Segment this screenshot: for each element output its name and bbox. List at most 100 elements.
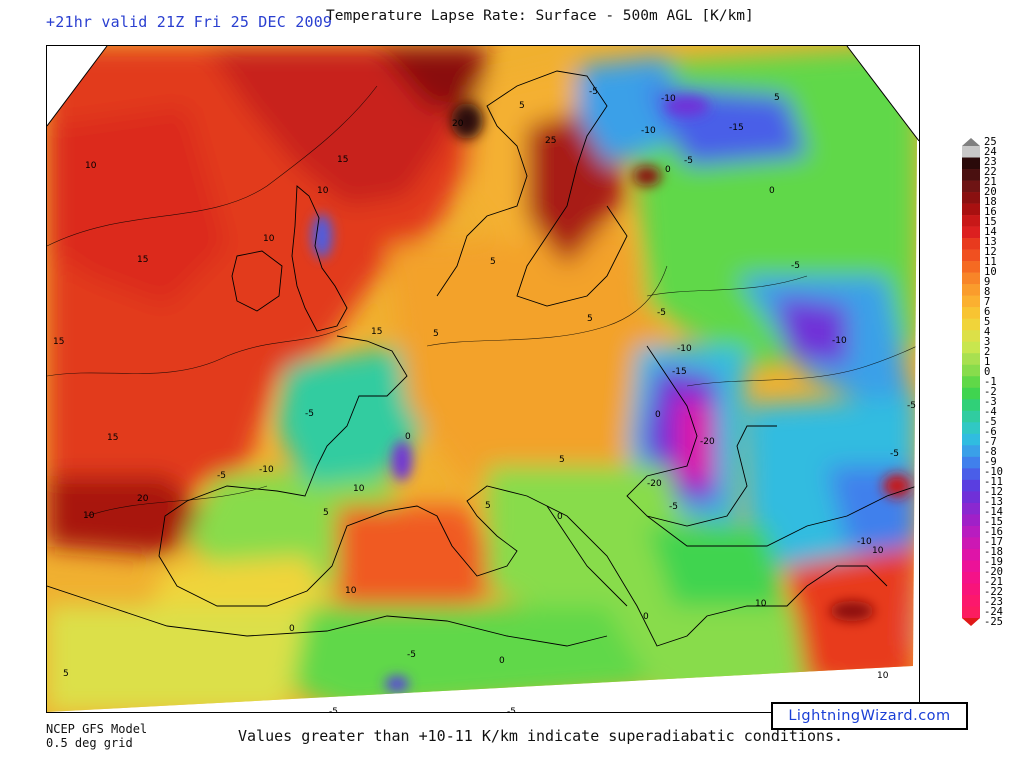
contour-label: 15 <box>337 155 348 165</box>
contour-label: -10 <box>641 126 656 136</box>
colorbar-label: -2 <box>984 386 997 398</box>
colorbar-label: -8 <box>984 446 997 458</box>
colorbar-label: -21 <box>984 576 1003 588</box>
contour-label: 5 <box>587 314 593 324</box>
colorbar-swatch <box>962 295 980 308</box>
contour-label: -10 <box>832 336 847 346</box>
colorbar-label: -7 <box>984 436 997 448</box>
colorbar-swatch <box>962 468 980 481</box>
colorbar-label: 0 <box>984 366 991 378</box>
contour-label: 10 <box>877 671 889 681</box>
colorbar-label: -20 <box>984 566 1003 578</box>
chart-title: Temperature Lapse Rate: Surface - 500m A… <box>326 8 754 24</box>
contour-label: -5 <box>589 87 598 97</box>
colorbar-swatch <box>962 272 980 285</box>
colorbar-swatch <box>962 387 980 400</box>
contour-label: 10 <box>872 546 884 556</box>
contour-label: 10 <box>345 586 357 596</box>
contour-labels: 10 15 15 15 15 20 10 20 25 5 -5 -10 -15 -10 -5 0 5 0 -5 -5 -… <box>53 87 916 712</box>
contour-label: 0 <box>769 186 775 196</box>
colorbar-label: 11 <box>984 256 997 268</box>
colorbar-label: -23 <box>984 596 1003 608</box>
colorbar-label: -6 <box>984 426 997 438</box>
colorbar-label: 15 <box>984 216 997 228</box>
colorbar-label: 3 <box>984 336 991 348</box>
contour-label: -5 <box>890 449 899 459</box>
contour-label: -5 <box>305 409 314 419</box>
contour-label: 15 <box>107 433 118 443</box>
colorbar-label: 6 <box>984 306 991 318</box>
contour-label: -5 <box>657 308 666 318</box>
colorbar-label: -5 <box>984 416 997 428</box>
colorbar-label: 20 <box>984 186 997 198</box>
colorbar-swatch <box>962 537 980 550</box>
colorbar-label: 25 <box>984 136 997 148</box>
contour-label: 0 <box>557 512 563 522</box>
contour-label: -5 <box>684 156 693 166</box>
contour-label: 0 <box>643 612 649 622</box>
colorbar-swatch <box>962 491 980 504</box>
contour-label: -10 <box>857 537 872 547</box>
colorbar-swatch <box>962 514 980 527</box>
contour-label: 0 <box>289 624 295 634</box>
colorbar <box>962 138 980 626</box>
contour-label: -5 <box>407 650 416 660</box>
contour-label: 0 <box>499 656 505 666</box>
colorbar-label: -14 <box>984 506 1003 518</box>
contour-label: -10 <box>661 94 676 104</box>
colorbar-swatch <box>962 479 980 492</box>
colorbar-swatch <box>962 215 980 227</box>
colorbar-label: 14 <box>984 226 997 238</box>
colorbar-label: -16 <box>984 526 1003 538</box>
colorbar-min-marker <box>962 618 980 626</box>
contour-label: -15 <box>672 367 687 377</box>
contour-label: 10 <box>353 484 365 494</box>
colorbar-swatch <box>962 307 980 319</box>
colorbar-swatch <box>962 376 980 389</box>
contour-label: 10 <box>85 161 97 171</box>
colorbar-swatch <box>962 238 980 250</box>
contour-label: 5 <box>323 508 329 518</box>
contour-label: 15 <box>53 337 64 347</box>
model-name: NCEP GFS Model <box>46 722 148 736</box>
contour-label: 5 <box>559 455 565 465</box>
colorbar-swatch <box>962 456 980 469</box>
colorbar-label: 5 <box>984 316 991 328</box>
colorbar-swatch <box>962 180 980 193</box>
colorbar-label: 18 <box>984 196 997 208</box>
contour-label: 5 <box>519 101 525 111</box>
colorbar-label: 2 <box>984 346 991 358</box>
contour-label: -5 <box>217 471 226 481</box>
contour-label: -20 <box>700 437 715 447</box>
colorbar-labels: 25 24 23 22 21 20 18 16 15 14 13 12 11 10 9 8 7 6 5 4 3 2 1 0 -1… <box>984 137 1024 628</box>
colorbar-label: 7 <box>984 296 991 308</box>
colorbar-label: -1 <box>984 376 997 388</box>
colorbar-label: -11 <box>984 476 1003 488</box>
colorbar-label: -24 <box>984 606 1003 618</box>
colorbar-label: -17 <box>984 536 1003 548</box>
lightningwizard-link[interactable]: LightningWizard.com <box>771 702 968 730</box>
superadiabatic-note: Values greater than +10-11 K/km indicate… <box>238 727 844 745</box>
contour-label: -5 <box>507 707 516 712</box>
grid-resolution: 0.5 deg grid <box>46 736 133 750</box>
colorbar-label: -9 <box>984 456 997 468</box>
colorbar-swatch <box>962 353 980 366</box>
contour-label: 15 <box>137 255 148 265</box>
colorbar-swatch <box>962 146 980 158</box>
contour-label: 20 <box>452 119 464 129</box>
colorbar-label: 22 <box>984 166 997 178</box>
weather-map: 10 15 15 15 15 20 10 20 25 5 -5 -10 -15 -10 -5 0 5 0 -5 -5 -… <box>46 45 920 713</box>
colorbar-label: 23 <box>984 156 997 168</box>
contour-label: -5 <box>907 401 916 411</box>
colorbar-swatch <box>962 157 980 170</box>
colorbar-label: 13 <box>984 236 997 248</box>
colorbar-swatch <box>962 284 980 296</box>
colorbar-label: 16 <box>984 206 997 218</box>
colorbar-label: 10 <box>984 266 997 278</box>
colorbar-label: -12 <box>984 486 1003 498</box>
contour-label: 10 <box>263 234 275 244</box>
colorbar-swatch <box>962 226 980 239</box>
colorbar-label: -10 <box>984 466 1003 478</box>
forecast-valid-time: +21hr valid 21Z Fri 25 DEC 2009 <box>46 13 333 31</box>
contour-label: -10 <box>677 344 692 354</box>
